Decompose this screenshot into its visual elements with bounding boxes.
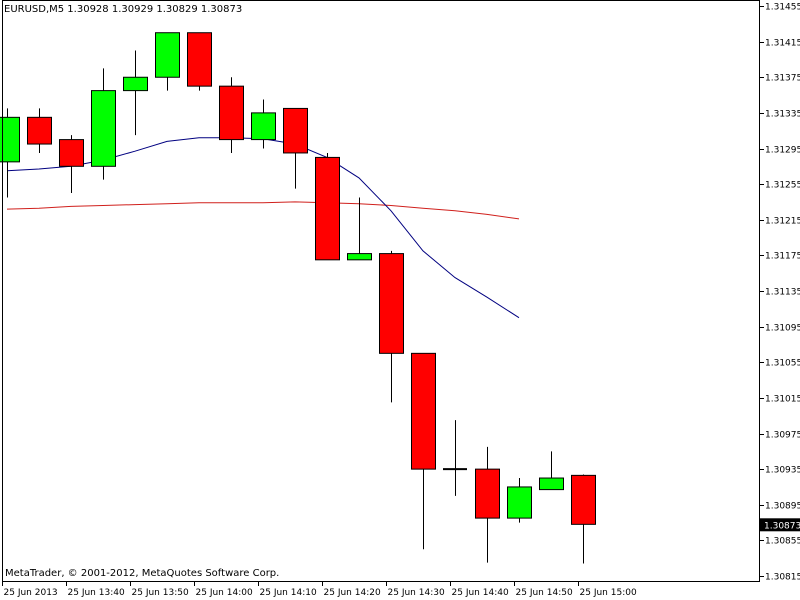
y-tick-label: 1.30855 — [765, 537, 800, 547]
bear-candle-body — [27, 116, 52, 145]
y-tick-label: 1.31335 — [765, 110, 800, 120]
candle[interactable] — [443, 420, 467, 496]
candle[interactable] — [59, 135, 84, 194]
bear-candle-body — [571, 474, 596, 525]
y-tick-label: 1.31095 — [765, 324, 800, 334]
x-tick-label: 25 Jun 14:10 — [260, 588, 317, 598]
x-tick-label: 25 Jun 14:00 — [196, 588, 253, 598]
candle[interactable] — [411, 352, 436, 550]
bear-candle-body — [411, 352, 436, 470]
x-tick-label: 25 Jun 2013 — [4, 588, 58, 598]
bull-candle-body — [347, 253, 372, 261]
candle[interactable] — [379, 250, 404, 403]
x-tick-label: 25 Jun 13:50 — [132, 588, 189, 598]
current-price-label: 1.30873 — [764, 521, 800, 531]
candle[interactable] — [475, 446, 500, 563]
bear-candle-body — [283, 107, 308, 154]
y-tick-label: 1.30815 — [765, 573, 800, 583]
candle[interactable] — [219, 77, 244, 153]
slow-moving-average-line — [6, 201, 520, 220]
candle[interactable] — [123, 50, 148, 136]
bear-candle-body — [187, 32, 212, 87]
y-tick-label: 1.31175 — [765, 252, 800, 262]
candle[interactable] — [27, 108, 52, 153]
candle[interactable] — [347, 197, 372, 261]
bull-candle-body — [123, 76, 148, 92]
x-tick-label: 25 Jun 14:50 — [516, 588, 573, 598]
bear-candle-body — [315, 156, 340, 261]
x-tick-label: 25 Jun 14:20 — [324, 588, 381, 598]
y-tick-label: 1.30935 — [765, 466, 800, 476]
y-tick-label: 1.31375 — [765, 74, 800, 84]
bear-candle-body — [219, 85, 244, 141]
x-tick-label: 25 Jun 13:40 — [68, 588, 125, 598]
bull-candle-body — [155, 32, 180, 78]
candle[interactable] — [315, 152, 340, 261]
bull-candle-body — [251, 112, 276, 141]
candle[interactable] — [91, 68, 116, 180]
bear-candle-body — [475, 468, 500, 519]
y-tick-label: 1.31455 — [765, 3, 800, 13]
bull-candle-body — [507, 486, 532, 519]
x-tick-label: 25 Jun 15:00 — [580, 588, 637, 598]
y-tick-label: 1.31295 — [765, 146, 800, 156]
y-tick-label: 1.31215 — [765, 217, 800, 227]
bull-candle-body — [91, 90, 116, 167]
bull-candle-body — [0, 116, 20, 163]
candle[interactable] — [571, 474, 596, 564]
chart-title: EURUSD,M5 1.30928 1.30929 1.30829 1.3087… — [4, 4, 243, 15]
x-tick-label: 25 Jun 14:40 — [452, 588, 509, 598]
current-price-tag: 1.30873 — [760, 518, 800, 532]
copyright-notice: MetaTrader, © 2001-2012, MetaQuotes Soft… — [5, 568, 280, 579]
y-tick-label: 1.31135 — [765, 288, 800, 298]
candle[interactable] — [155, 32, 180, 91]
y-tick-label: 1.30895 — [765, 502, 800, 512]
candle[interactable] — [283, 107, 308, 189]
bear-candle-body — [59, 139, 84, 167]
y-tick-label: 1.31415 — [765, 39, 800, 49]
candle[interactable] — [507, 478, 532, 523]
y-tick-label: 1.31055 — [765, 359, 800, 369]
candle[interactable] — [187, 32, 212, 91]
y-tick-label: 1.31255 — [765, 181, 800, 191]
y-tick-label: 1.30975 — [765, 431, 800, 441]
y-tick-label: 1.31015 — [765, 395, 800, 405]
x-tick-label: 25 Jun 14:30 — [388, 588, 445, 598]
candle[interactable] — [539, 451, 564, 491]
bull-candle-body — [539, 477, 564, 491]
candle[interactable] — [0, 108, 20, 198]
bear-candle-body — [379, 253, 404, 354]
candle[interactable] — [251, 99, 276, 149]
